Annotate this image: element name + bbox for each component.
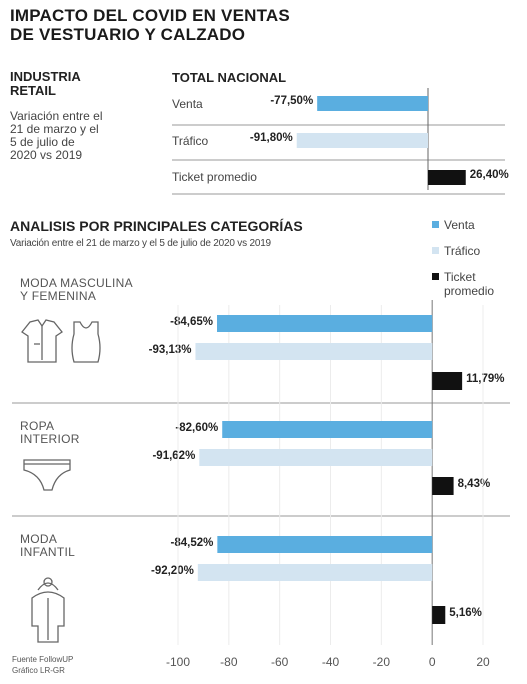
category-label-line: MODA MASCULINA [20,276,133,290]
tn-ticket-bar [428,170,466,185]
category-label-moda: MODA MASCULINA Y FEMENINA [20,277,133,303]
tn-ticket-value: 26,40% [469,169,509,181]
tn-ticket-label: Ticket promedio [172,170,257,184]
x-tick-label: -20 [373,655,391,669]
legend-swatch-venta [432,221,439,228]
credit-line: Gráfico LR-GR [12,666,65,675]
ropa-venta-value: -82,60% [175,422,219,434]
legend-item-ticket: Ticket promedio [432,270,527,298]
legend-label-ticket-line1: Ticket [444,270,476,284]
industry-subtitle-line: Variación entre el [10,109,103,123]
categories-title: ANALISIS POR PRINCIPALES CATEGORÍAS [10,218,303,234]
category-label-line: Y FEMENINA [20,289,97,303]
category-label-ropa: ROPA INTERIOR [20,420,80,446]
moda-trafico-value: -93,13% [148,344,192,356]
legend-swatch-trafico [432,247,439,254]
baby-jacket-icon [31,577,65,643]
tn-venta-label: Venta [172,97,203,111]
ropa-trafico-bar [199,449,433,466]
industry-subtitle-line: 2020 vs 2019 [10,148,83,162]
infantil-trafico-value: -92,20% [150,565,194,577]
moda-trafico-bar [195,343,433,360]
total-nacional-title: TOTAL NACIONAL [172,70,287,85]
x-tick-label: -40 [322,655,340,669]
chart-title-line2: DE VESTUARIO Y CALZADO [10,25,246,44]
category-label-line: INFANTIL [20,545,76,559]
infantil-venta-bar [217,536,433,553]
chart-title-line1: IMPACTO DEL COVID EN VENTAS [10,6,290,25]
legend-swatch-ticket [432,273,439,280]
legend-item-venta: Venta [432,218,527,232]
ropa-ticket-bar [432,477,454,495]
category-label-infantil: MODA INFANTIL [20,533,75,559]
infantil-ticket-bar [432,606,446,624]
legend-label-venta: Venta [444,218,475,232]
moda-venta-value: -84,65% [170,316,214,328]
infantil-trafico-bar [197,564,433,581]
industry-subtitle: Variación entre el 21 de marzo y el 5 de… [10,110,145,162]
industry-subtitle-line: 5 de julio de [10,135,75,149]
source-note: Fuente FollowUP Gráfico LR-GR [12,654,73,676]
source-line: Fuente FollowUP [12,655,74,664]
shirt-icon [21,319,63,363]
tn-trafico-bar [296,133,428,148]
category-label-line: INTERIOR [20,432,80,446]
industry-title: INDUSTRIA RETAIL [10,70,130,98]
tn-trafico-value: -91,80% [249,132,293,144]
moda-ticket-bar [432,372,463,390]
tn-venta-value: -77,50% [270,95,314,107]
tn-venta-bar [317,96,428,111]
x-tick-label: 20 [476,655,490,669]
industry-title-line2: RETAIL [10,83,56,98]
chart-title: IMPACTO DEL COVID EN VENTAS DE VESTUARIO… [10,6,340,44]
moda-venta-bar [217,315,433,332]
industry-title-line1: INDUSTRIA [10,69,81,84]
legend-label-ticket-line2: promedio [444,284,495,298]
legend: Venta Tráfico Ticket promedio [432,218,527,310]
infantil-venta-value: -84,52% [170,537,214,549]
categories-subtitle: Variación entre el 21 de marzo y el 5 de… [10,238,271,249]
x-tick-label: -60 [271,655,289,669]
legend-label-trafico: Tráfico [444,244,481,258]
underwear-icon [23,459,71,491]
category-label-line: ROPA [20,419,55,433]
ropa-ticket-value: 8,43% [457,478,491,490]
category-label-line: MODA [20,532,58,546]
x-tick-label: -100 [166,655,190,669]
industry-subtitle-line: 21 de marzo y el [10,122,99,136]
x-tick-label: 0 [429,655,436,669]
ropa-trafico-value: -91,62% [152,450,196,462]
infantil-ticket-value: 5,16% [449,607,482,619]
x-tick-label: -80 [220,655,238,669]
ropa-venta-bar [222,421,433,438]
moda-ticket-value: 11,79% [466,373,505,385]
tn-trafico-label: Tráfico [172,134,209,148]
tank-top-icon [71,321,101,363]
legend-item-trafico: Tráfico [432,244,527,258]
